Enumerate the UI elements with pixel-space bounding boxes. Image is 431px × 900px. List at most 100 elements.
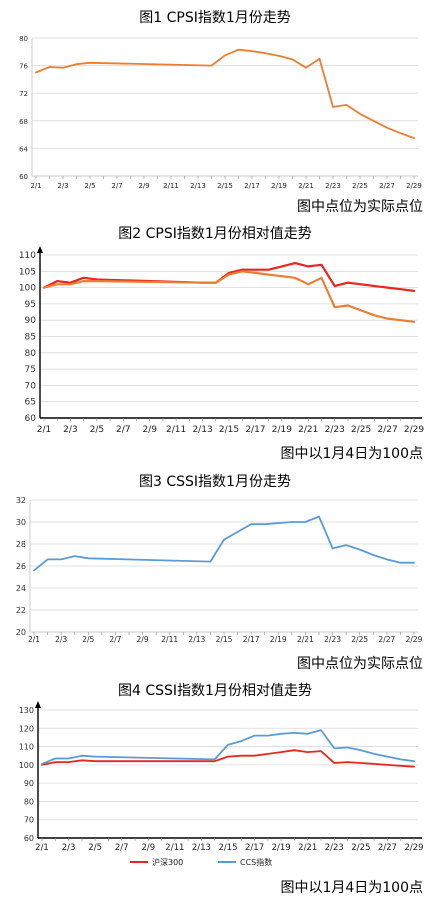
x-tick-label: 2/9 <box>141 843 155 853</box>
x-tick-label: 2/7 <box>115 843 129 853</box>
chart-1-title: 图1 CPSI指数1月份走势 <box>139 10 291 26</box>
x-tick-label: 2/23 <box>325 425 345 435</box>
x-tick-label: 2/27 <box>377 425 397 435</box>
x-tick-label: 2/19 <box>270 635 287 644</box>
y-tick-label: 100 <box>19 284 36 294</box>
y-tick-label: 80 <box>25 349 37 359</box>
x-tick-label: 2/25 <box>351 425 371 435</box>
x-tick-label: 2/29 <box>404 425 424 435</box>
x-tick-label: 2/17 <box>243 635 260 644</box>
chart-4-legend: 沪深300 CCS指数 <box>130 857 272 867</box>
y-tick-label: 90 <box>25 316 37 326</box>
chart-2-plot: 60 65 70 75 80 85 90 95 100 105 110 2/1 2/3 2/5 2/7 2/9… <box>19 246 424 435</box>
y-tick-label: 64 <box>19 145 28 153</box>
legend-label: CCS指数 <box>240 857 272 867</box>
y-tick-label: 68 <box>19 118 28 126</box>
x-tick-label: 2/9 <box>137 635 149 644</box>
y-tick-label: 80 <box>19 35 28 43</box>
y-tick-label: 110 <box>19 251 36 261</box>
x-tick-label: 2/29 <box>406 182 422 190</box>
x-tick-label: 2/5 <box>82 635 94 644</box>
x-tick-label: 2/23 <box>325 843 344 853</box>
series-line-2 <box>41 729 415 765</box>
x-tick-label: 2/15 <box>217 182 233 190</box>
y-tick-label: 30 <box>16 518 26 527</box>
y-tick-label: 28 <box>16 540 26 549</box>
y-tick-label: 24 <box>16 584 26 593</box>
x-tick-label: 2/1 <box>30 182 41 190</box>
y-tick-label: 70 <box>24 816 34 825</box>
chart-4-note: 图中以1月4日为100点 <box>280 880 423 896</box>
y-tick-label: 105 <box>19 267 36 277</box>
x-tick-label: 2/13 <box>188 635 205 644</box>
y-axis-arrow <box>37 246 43 253</box>
x-tick-label: 2/3 <box>62 843 76 853</box>
chart-1-plot: 60 64 68 72 76 80 2/1 2/3 2/5 2/7 2/9 2/11 2/13 2/15 2… <box>19 35 422 190</box>
x-tick-label: 2/5 <box>84 182 95 190</box>
x-tick-label: 2/11 <box>166 425 186 435</box>
x-tick-label: 2/21 <box>297 635 314 644</box>
x-tick-label: 2/27 <box>378 635 395 644</box>
y-tick-label: 22 <box>16 606 26 615</box>
x-tick-label: 2/11 <box>163 182 179 190</box>
chart-2-note: 图中以1月4日为100点 <box>280 446 423 462</box>
x-tick-label: 2/1 <box>28 635 40 644</box>
y-tick-label: 80 <box>24 797 34 806</box>
x-tick-label: 2/15 <box>216 635 233 644</box>
x-tick-label: 2/27 <box>379 182 395 190</box>
x-tick-label: 2/15 <box>218 843 237 853</box>
y-tick-label: 65 <box>25 398 36 408</box>
y-tick-label: 100 <box>19 761 34 770</box>
y-axis-arrow <box>35 701 41 708</box>
chart-2: 图2 CPSI指数1月份相对值走势 60 65 70 75 80 85 90 95 100 105… <box>19 226 425 462</box>
x-tick-label: 2/7 <box>116 425 130 435</box>
x-tick-label: 2/13 <box>192 425 212 435</box>
chart-1: 图1 CPSI指数1月份走势 60 64 68 72 76 80 2/1 2/3 2/5 2/7 2… <box>19 10 423 215</box>
series-line-1 <box>42 262 416 292</box>
x-tick-label: 2/7 <box>109 635 121 644</box>
chart-4-plot: 60 70 80 90 100 110 120 130 2/1 2/3 2/5 2/7 2/9 2/11 2… <box>19 701 424 853</box>
y-tick-label: 95 <box>25 300 36 310</box>
y-tick-label: 60 <box>25 414 37 424</box>
x-tick-label: 2/11 <box>161 635 178 644</box>
series-line-1 <box>33 515 415 572</box>
series-line-1 <box>41 749 415 768</box>
x-tick-label: 2/19 <box>272 425 292 435</box>
y-tick-label: 70 <box>25 381 37 391</box>
chart-3-note: 图中点位为实际点位 <box>297 656 423 672</box>
x-tick-label: 2/19 <box>271 182 287 190</box>
x-tick-label: 2/25 <box>352 182 368 190</box>
x-tick-label: 2/25 <box>351 635 368 644</box>
x-tick-label: 2/19 <box>272 843 291 853</box>
x-tick-label: 2/17 <box>245 425 265 435</box>
x-tick-label: 2/3 <box>55 635 67 644</box>
x-tick-label: 2/3 <box>63 425 77 435</box>
y-tick-label: 120 <box>19 724 34 733</box>
x-tick-label: 2/21 <box>298 182 314 190</box>
x-tick-label: 2/9 <box>142 425 157 435</box>
y-tick-label: 60 <box>19 173 28 181</box>
x-tick-label: 2/1 <box>35 843 49 853</box>
y-tick-label: 130 <box>19 706 34 715</box>
chart-2-title: 图2 CPSI指数1月份相对值走势 <box>118 226 312 242</box>
x-tick-label: 2/21 <box>298 425 318 435</box>
series-line-1 <box>35 48 415 139</box>
x-tick-label: 2/27 <box>378 843 397 853</box>
chart-4-title: 图4 CSSI指数1月份相对值走势 <box>118 683 312 699</box>
chart-3-plot: 20 22 24 26 28 30 32 2/1 2/3 2/5 2/7 2/9 2/11 2/13 2/1… <box>16 496 423 644</box>
x-tick-label: 2/11 <box>165 843 184 853</box>
chart-3-title: 图3 CSSI指数1月份走势 <box>139 474 291 490</box>
y-tick-label: 85 <box>25 333 36 343</box>
series-line-2 <box>42 270 416 323</box>
y-tick-label: 75 <box>25 365 36 375</box>
x-tick-label: 2/29 <box>406 635 423 644</box>
chart-3: 图3 CSSI指数1月份走势 20 22 24 26 28 30 32 2/1 2/3 2/5 2/… <box>16 474 423 672</box>
x-tick-label: 2/13 <box>190 182 206 190</box>
y-tick-label: 60 <box>24 834 34 843</box>
legend-label: 沪深300 <box>152 857 183 867</box>
y-tick-label: 32 <box>16 496 26 505</box>
x-tick-label: 2/1 <box>37 425 51 435</box>
x-tick-label: 2/17 <box>245 843 264 853</box>
x-tick-label: 2/17 <box>244 182 260 190</box>
y-tick-label: 110 <box>19 743 34 752</box>
